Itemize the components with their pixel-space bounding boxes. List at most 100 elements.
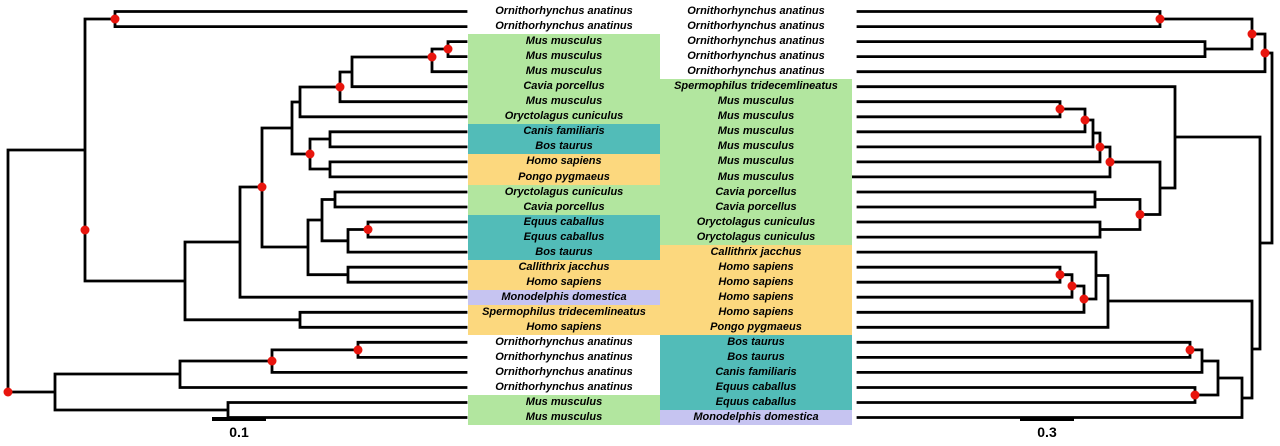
- species-name: Homo sapiens: [718, 260, 794, 273]
- species-label-row: Homo sapiens: [660, 289, 852, 305]
- species-label-row: Mus musculus: [660, 139, 852, 155]
- support-node-dot: [1067, 281, 1077, 291]
- species-label-row: Spermophilus tridecemlineatus: [468, 304, 660, 320]
- support-node-dots: [3, 14, 1270, 400]
- support-node-dot: [335, 82, 345, 92]
- support-node-dot: [1185, 345, 1195, 355]
- species-name: Cavia porcellus: [715, 185, 797, 198]
- species-label-row: Cavia porcellus: [468, 79, 660, 95]
- support-node-dot: [110, 14, 120, 24]
- species-name: Mus musculus: [717, 125, 795, 138]
- right-tree-branches: [805, 10, 1274, 419]
- species-label-row: Ornithorhynchus anatinus: [660, 4, 852, 19]
- support-node-dot: [3, 387, 13, 397]
- species-name: Mus musculus: [525, 411, 603, 424]
- species-label-row: Equus caballus: [468, 214, 660, 230]
- species-label-row: Mus musculus: [468, 34, 660, 50]
- species-label-row: Spermophilus tridecemlineatus: [660, 79, 852, 95]
- species-label-row: Ornithorhynchus anatinus: [660, 49, 852, 64]
- support-node-dot: [1135, 210, 1145, 219]
- species-label-row: Bos taurus: [468, 139, 660, 155]
- species-label-row: Mus musculus: [660, 94, 852, 110]
- support-node-dot: [1105, 157, 1115, 167]
- left-tree-tip-labels: Ornithorhynchus anatinus Ornithorhynchus …: [468, 4, 660, 426]
- species-label-row: Ornithorhynchus anatinus: [468, 350, 660, 365]
- left-scale-label: 0.1: [229, 424, 249, 440]
- left-tree-branches: [6, 10, 468, 419]
- species-label-row: Homo sapiens: [660, 259, 852, 275]
- species-label-row: Pongo pygmaeus: [660, 319, 852, 336]
- support-node-dot: [1155, 14, 1165, 24]
- species-name: Oryctolagus cuniculus: [696, 230, 816, 243]
- species-label-row: Canis familiaris: [660, 365, 852, 381]
- species-name: Mus musculus: [717, 95, 795, 108]
- species-name: Mus musculus: [525, 396, 603, 409]
- species-name: Ornithorhynchus anatinus: [687, 50, 825, 63]
- species-name: Bos taurus: [535, 245, 593, 258]
- species-label-row: Homo sapiens: [468, 154, 660, 170]
- species-label-row: Monodelphis domestica: [660, 410, 852, 426]
- support-node-dot: [427, 52, 437, 62]
- species-label-row: Bos taurus: [660, 350, 852, 366]
- species-name: Pongo pygmaeus: [710, 320, 802, 333]
- species-label-row: Callithrix jacchus: [660, 244, 852, 260]
- species-label-row: Ornithorhynchus anatinus: [468, 380, 660, 395]
- support-node-dot: [1080, 115, 1090, 125]
- right-tree-tip-labels: Ornithorhynchus anatinus Ornithorhynchus …: [660, 4, 852, 426]
- species-name: Ornithorhynchus anatinus: [495, 366, 633, 379]
- species-label-row: Ornithorhynchus anatinus: [468, 4, 660, 19]
- species-label-row: Mus musculus: [468, 49, 660, 65]
- species-label-row: Mus musculus: [660, 109, 852, 125]
- species-name: Canis familiaris: [715, 366, 797, 379]
- species-label-row: Oryctolagus cuniculus: [468, 109, 660, 125]
- species-label-row: Ornithorhynchus anatinus: [468, 335, 660, 350]
- support-node-dot: [257, 182, 267, 192]
- species-name: Homo sapiens: [718, 290, 794, 303]
- species-label-row: Canis familiaris: [468, 124, 660, 140]
- left-scale-bar: [212, 417, 266, 421]
- species-label-row: Mus musculus: [660, 169, 852, 185]
- species-name: Canis familiaris: [523, 125, 605, 138]
- species-name: Ornithorhynchus anatinus: [495, 5, 633, 17]
- species-name: Homo sapiens: [718, 305, 794, 318]
- support-node-dot: [1055, 270, 1065, 280]
- species-label-row: Homo sapiens: [468, 319, 660, 336]
- species-label-row: Pongo pygmaeus: [468, 169, 660, 185]
- support-node-dot: [1247, 29, 1257, 39]
- species-name: Monodelphis domestica: [693, 411, 819, 424]
- species-label-row: Mus musculus: [468, 94, 660, 110]
- support-node-dot: [1190, 390, 1200, 400]
- species-name: Equus caballus: [523, 230, 605, 243]
- species-name: Bos taurus: [727, 336, 785, 349]
- species-label-row: Ornithorhynchus anatinus: [660, 64, 852, 79]
- support-node-dot: [1260, 48, 1270, 58]
- species-name: Equus caballus: [715, 396, 797, 409]
- species-name: Spermophilus tridecemlineatus: [674, 80, 838, 93]
- species-label-row: Callithrix jacchus: [468, 259, 660, 275]
- support-node-dot: [1095, 142, 1105, 152]
- species-label-row: Homo sapiens: [660, 304, 852, 320]
- species-name: Bos taurus: [727, 351, 785, 364]
- species-label-row: Monodelphis domestica: [468, 289, 660, 305]
- species-name: Pongo pygmaeus: [518, 170, 610, 183]
- species-name: Monodelphis domestica: [501, 290, 627, 303]
- species-name: Equus caballus: [715, 381, 797, 394]
- species-name: Cavia porcellus: [715, 200, 797, 213]
- species-name: Callithrix jacchus: [518, 260, 610, 273]
- species-name: Ornithorhynchus anatinus: [495, 336, 633, 349]
- species-label-row: Equus caballus: [468, 229, 660, 245]
- species-label-row: Homo sapiens: [660, 274, 852, 290]
- species-name: Mus musculus: [717, 110, 795, 123]
- species-name: Oryctolagus cuniculus: [696, 215, 816, 228]
- species-name: Mus musculus: [525, 35, 603, 48]
- right-scale-label: 0.3: [1037, 424, 1057, 440]
- species-label-row: Ornithorhynchus anatinus: [468, 365, 660, 380]
- species-name: Equus caballus: [523, 215, 605, 228]
- species-name: Cavia porcellus: [523, 80, 605, 93]
- species-name: Oryctolagus cuniculus: [504, 185, 624, 198]
- species-name: Spermophilus tridecemlineatus: [482, 305, 646, 318]
- species-label-row: Bos taurus: [468, 244, 660, 260]
- support-node-dot: [443, 44, 453, 54]
- species-name: Ornithorhynchus anatinus: [495, 351, 633, 364]
